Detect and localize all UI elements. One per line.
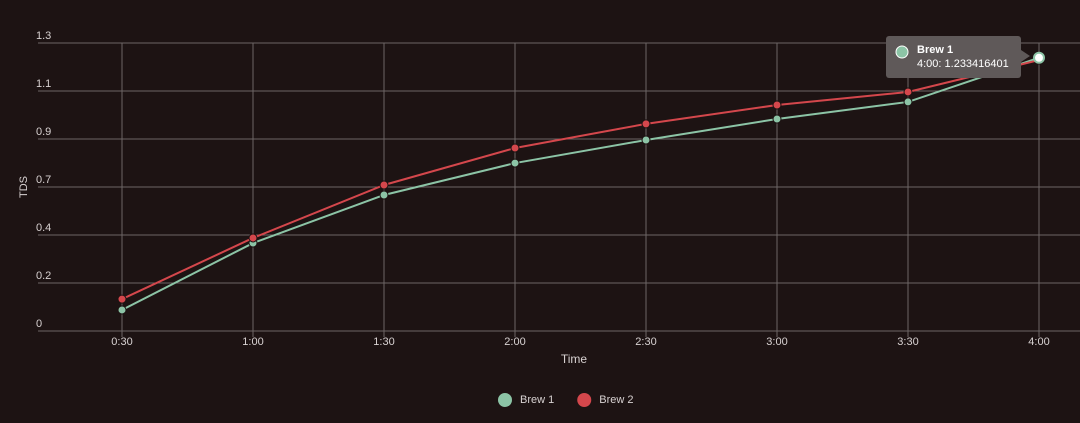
data-point[interactable]	[379, 180, 389, 190]
y-tick-label: 1.1	[36, 78, 51, 90]
data-point[interactable]	[510, 158, 520, 168]
legend-swatch[interactable]	[498, 393, 512, 407]
x-tick-label: 2:30	[635, 336, 656, 348]
data-point[interactable]	[379, 190, 389, 200]
x-tick-label: 3:00	[766, 336, 787, 348]
data-point[interactable]	[510, 143, 520, 153]
x-tick-label: 2:00	[504, 336, 525, 348]
data-point[interactable]	[117, 305, 127, 315]
legend-label[interactable]: Brew 2	[599, 394, 633, 406]
tooltip-arrow	[1021, 50, 1030, 62]
series-line	[121, 56, 1040, 311]
y-tick-label: 0.2	[36, 270, 51, 282]
y-axis-title: TDS	[18, 176, 30, 198]
legend: Brew 1 Brew 2	[498, 393, 634, 407]
x-tick-label: 1:30	[373, 336, 394, 348]
y-tick-label: 0.9	[36, 126, 51, 138]
y-tick-label: 0.7	[36, 174, 51, 186]
x-tick-label: 3:30	[897, 336, 918, 348]
x-tick-label: 1:00	[242, 336, 263, 348]
data-point[interactable]	[248, 233, 258, 243]
y-tick-label: 1.3	[36, 30, 51, 42]
y-tick-label: 0.4	[36, 222, 51, 234]
x-axis-title: Time	[561, 352, 588, 366]
data-point[interactable]	[641, 119, 651, 129]
legend-swatch[interactable]	[577, 393, 592, 407]
legend-label[interactable]: Brew 1	[520, 394, 554, 406]
tooltip-text: 4:00: 1.233416401	[917, 58, 1009, 70]
data-point[interactable]	[641, 135, 651, 145]
series-line	[121, 59, 1040, 301]
tooltip: Brew 1 4:00: 1.233416401	[886, 36, 1030, 78]
x-tick-label: 4:00	[1028, 336, 1049, 348]
tooltip-swatch	[895, 45, 909, 59]
tooltip-box	[886, 36, 1021, 78]
active-point	[1033, 51, 1045, 64]
data-point[interactable]	[772, 114, 782, 124]
data-point[interactable]	[903, 97, 913, 107]
data-point[interactable]	[117, 294, 127, 304]
data-point[interactable]	[772, 100, 782, 110]
data-point[interactable]	[903, 87, 913, 97]
tooltip-title: Brew 1	[917, 44, 953, 56]
y-tick-label: 0	[36, 318, 42, 330]
x-tick-label: 0:30	[111, 336, 132, 348]
